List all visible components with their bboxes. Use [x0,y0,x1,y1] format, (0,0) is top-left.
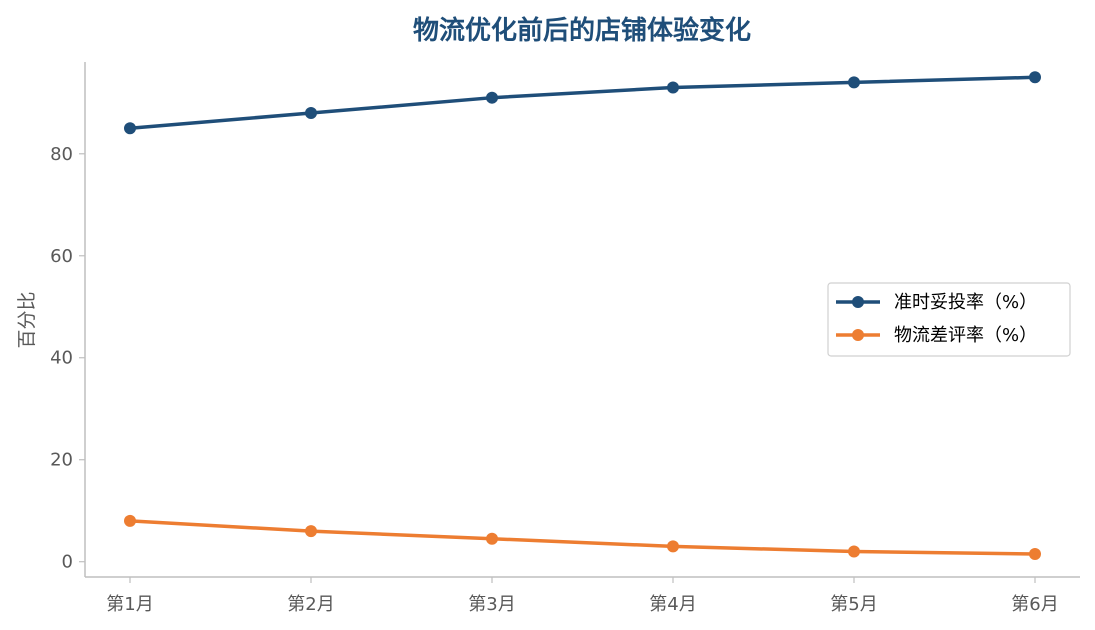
series-group [124,71,1041,561]
legend: 准时妥投率（%） 物流差评率（%） [827,282,1071,357]
legend-box [827,282,1071,357]
x-tick-label: 第6月 [1011,594,1058,615]
legend-label: 准时妥投率（%） [894,292,1037,313]
data-point [667,540,679,553]
legend-swatch-marker [852,329,864,341]
series-line-1 [128,75,1037,131]
data-point [848,545,860,558]
x-tick-label: 第2月 [287,594,334,615]
y-tick-label: 60 [50,246,73,267]
data-point [124,514,136,527]
y-tick-label: 0 [62,552,73,573]
data-point [1029,71,1041,84]
x-tick-label: 第3月 [468,594,515,615]
data-point [124,122,136,135]
series-line-2 [128,519,1037,556]
y-tick-label: 80 [50,144,73,165]
y-tick-label: 20 [50,450,73,471]
y-axis-ticks: 0 20 40 60 80 [50,144,85,573]
chart-title: 物流优化前后的店铺体验变化 [413,15,751,46]
y-axis-label: 百分比 [16,291,38,348]
legend-swatch-marker [852,296,864,308]
x-tick-label: 第1月 [106,594,153,615]
data-point [486,532,498,545]
x-tick-label: 第4月 [649,594,696,615]
data-point [486,91,498,104]
x-tick-label: 第5月 [830,594,877,615]
data-point [848,76,860,89]
data-point [667,81,679,94]
y-tick-label: 40 [50,348,73,369]
data-point [1029,548,1041,561]
legend-label: 物流差评率（%） [894,325,1037,346]
x-axis-ticks: 第1月 第2月 第3月 第4月 第5月 第6月 [106,577,1059,615]
data-point [305,106,317,119]
data-point [305,525,317,538]
